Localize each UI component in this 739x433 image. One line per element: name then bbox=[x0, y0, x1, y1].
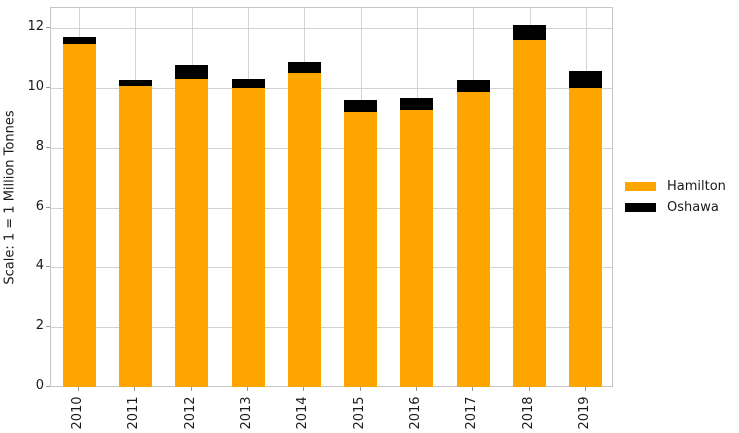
x-tick-label: 2019 bbox=[576, 396, 592, 430]
bar-segment-oshawa-2013 bbox=[231, 78, 265, 88]
h-gridline bbox=[51, 327, 612, 329]
h-gridline bbox=[51, 87, 612, 89]
x-tick-mark bbox=[78, 387, 80, 391]
y-tick-mark bbox=[46, 146, 50, 148]
bar-segment-oshawa-2019 bbox=[569, 71, 603, 88]
bar-segment-hamilton-2013 bbox=[231, 87, 265, 387]
x-tick-label: 2016 bbox=[407, 396, 423, 430]
h-gridline bbox=[51, 267, 612, 269]
y-tick-label: 0 bbox=[35, 378, 44, 393]
y-tick-label: 8 bbox=[35, 138, 44, 154]
legend-swatch-oshawa bbox=[625, 203, 656, 212]
x-tick-mark bbox=[303, 387, 305, 391]
bar-segment-hamilton-2018 bbox=[513, 39, 547, 387]
x-tick-label: 2017 bbox=[464, 396, 480, 430]
bar-segment-oshawa-2015 bbox=[344, 99, 378, 112]
bar-segment-hamilton-2017 bbox=[456, 92, 490, 387]
x-tick-mark bbox=[472, 387, 474, 391]
x-tick-mark bbox=[415, 387, 417, 391]
bar-segment-hamilton-2015 bbox=[344, 111, 378, 387]
bar-segment-oshawa-2014 bbox=[287, 62, 321, 73]
y-tick-mark bbox=[46, 27, 50, 28]
y-tick-mark bbox=[46, 206, 50, 208]
bar-segment-hamilton-2010 bbox=[62, 44, 96, 387]
bar-segment-hamilton-2016 bbox=[400, 110, 434, 387]
bar-segment-hamilton-2019 bbox=[569, 87, 603, 387]
bar-segment-oshawa-2016 bbox=[400, 98, 434, 111]
x-tick-mark bbox=[247, 387, 249, 391]
h-gridline bbox=[51, 147, 612, 149]
legend-item-oshawa: Oshawa bbox=[625, 197, 726, 218]
y-tick-mark bbox=[46, 326, 50, 328]
x-tick-label: 2011 bbox=[126, 396, 142, 430]
bar-segment-oshawa-2017 bbox=[456, 80, 490, 93]
y-tick-mark bbox=[46, 386, 50, 387]
y-tick-label: 10 bbox=[27, 78, 44, 94]
x-tick-mark bbox=[190, 387, 192, 391]
bar-segment-oshawa-2018 bbox=[513, 25, 547, 40]
x-tick-label: 2013 bbox=[239, 396, 255, 430]
bar-segment-oshawa-2011 bbox=[118, 80, 152, 87]
x-tick-label: 2012 bbox=[182, 396, 198, 430]
legend-label-oshawa: Oshawa bbox=[667, 200, 719, 215]
h-gridline bbox=[51, 28, 612, 29]
bar-segment-hamilton-2012 bbox=[175, 78, 209, 387]
x-tick-mark bbox=[359, 387, 361, 391]
x-tick-mark bbox=[584, 387, 586, 391]
x-tick-label: 2014 bbox=[295, 396, 311, 430]
y-tick-mark bbox=[46, 86, 50, 88]
legend: Hamilton Oshawa bbox=[625, 176, 726, 218]
x-tick-mark bbox=[134, 387, 136, 391]
x-tick-mark bbox=[528, 387, 530, 391]
y-tick-label: 6 bbox=[35, 198, 44, 214]
h-gridline bbox=[51, 207, 612, 209]
legend-label-hamilton: Hamilton bbox=[667, 179, 726, 194]
y-tick-mark bbox=[46, 266, 50, 268]
plot-area bbox=[50, 7, 613, 387]
legend-swatch-hamilton bbox=[625, 182, 656, 191]
bar-segment-oshawa-2012 bbox=[175, 65, 209, 79]
y-tick-label: 12 bbox=[27, 19, 44, 34]
bar-segment-oshawa-2010 bbox=[62, 36, 96, 45]
bar-segment-hamilton-2011 bbox=[118, 86, 152, 387]
bar-segment-hamilton-2014 bbox=[287, 72, 321, 387]
x-tick-label: 2010 bbox=[70, 396, 86, 430]
y-tick-label: 2 bbox=[35, 318, 44, 334]
x-tick-label: 2015 bbox=[351, 396, 367, 430]
x-tick-label: 2018 bbox=[520, 396, 536, 430]
y-axis-title: Scale: 1 = 1 Million Tonnes bbox=[2, 110, 18, 285]
legend-item-hamilton: Hamilton bbox=[625, 176, 726, 197]
y-tick-label: 4 bbox=[35, 258, 44, 274]
